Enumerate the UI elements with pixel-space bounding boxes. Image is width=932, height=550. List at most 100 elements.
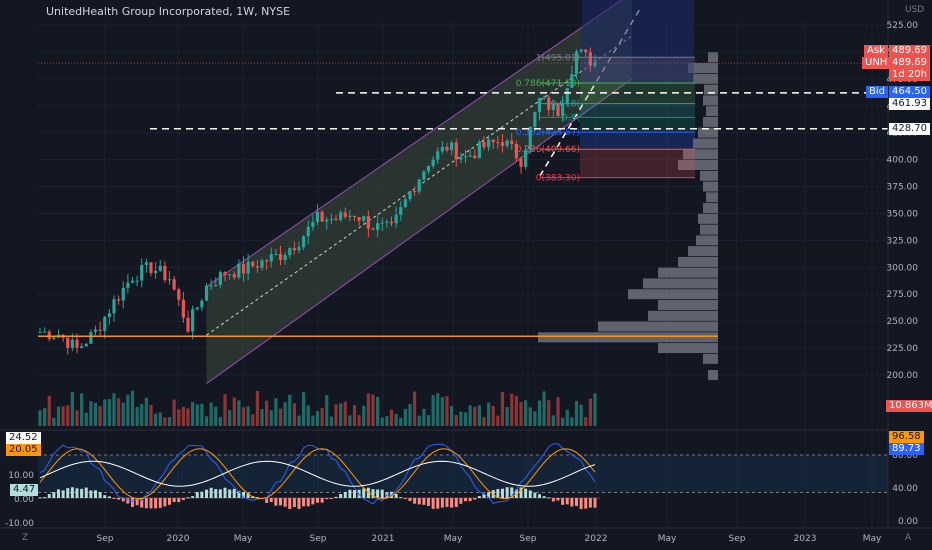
candle-body <box>228 274 232 276</box>
candle-body <box>149 262 153 274</box>
fib-label: 0.236(409.66) <box>516 145 580 155</box>
candle-body <box>163 265 167 281</box>
hist-bar <box>533 492 537 498</box>
volume-bar <box>403 408 407 426</box>
volume-bar <box>445 396 449 426</box>
hist-bar <box>575 498 578 507</box>
candle-body <box>126 282 130 288</box>
fib-label: 0(383.30) <box>536 174 580 184</box>
candle-body <box>311 222 315 227</box>
profile-bar <box>698 127 718 138</box>
volume-bar <box>302 392 306 426</box>
hist-bar <box>551 498 555 502</box>
volume-bars <box>38 390 597 426</box>
hist-bar <box>154 498 158 509</box>
candle-body <box>241 263 246 274</box>
profile-bar <box>658 300 718 310</box>
volume-bar <box>218 417 222 426</box>
candle-body <box>403 199 407 208</box>
candle-body <box>320 211 324 222</box>
candle-body <box>574 51 579 74</box>
volume-bar <box>510 393 514 426</box>
bar-countdown: 1d 20h <box>889 69 930 81</box>
volume-bar <box>463 412 468 426</box>
profile-bar <box>693 138 718 149</box>
hist-bar <box>593 498 597 508</box>
horizontal-levels <box>38 62 888 337</box>
volume-bar <box>255 390 259 426</box>
hist-bar <box>380 489 384 498</box>
candle-body <box>117 299 121 301</box>
candle-body <box>84 343 88 347</box>
time-tick: May <box>234 534 253 544</box>
volume-bar <box>593 393 597 426</box>
candle-body <box>366 216 370 229</box>
volume-bar <box>561 417 565 426</box>
candle-body <box>75 339 79 348</box>
candle-body <box>47 331 51 339</box>
candle-body <box>533 112 537 127</box>
bid-tag: Bid <box>866 86 888 98</box>
hist-bar <box>524 488 528 498</box>
candle-body <box>348 215 352 217</box>
osc-tick: 80.00 <box>892 451 918 461</box>
hist-bar <box>482 493 486 498</box>
candle-body <box>52 337 56 339</box>
price-tick: 300.00 <box>887 263 919 273</box>
volume-bar <box>505 407 509 426</box>
profile-bar <box>658 267 718 278</box>
price-tick: 325.00 <box>887 236 919 246</box>
candle-body <box>510 140 514 144</box>
hist-bar <box>473 498 477 500</box>
volume-bar <box>533 411 537 426</box>
volume-bar <box>537 400 542 426</box>
volume-bar <box>260 409 264 426</box>
profile-bar <box>708 370 718 380</box>
candle-body <box>38 332 42 334</box>
candle-body <box>482 141 486 148</box>
ask-price: 489.69 <box>889 45 930 57</box>
hist-bar <box>311 498 315 505</box>
price-tick: 275.00 <box>887 290 919 300</box>
hist-bar <box>218 489 222 498</box>
candle-body <box>302 236 306 248</box>
hist-bar <box>417 498 421 505</box>
corner-right[interactable]: A <box>905 533 912 543</box>
candle-body <box>223 272 227 275</box>
volume-bar <box>454 415 458 426</box>
hist-bar <box>237 491 241 498</box>
volume-bar <box>334 404 338 426</box>
osc-left-tag-2: 20.05 <box>6 444 41 456</box>
volume-bar <box>186 408 190 426</box>
candle-body <box>260 260 264 268</box>
volume-bar <box>98 406 102 426</box>
volume-bar <box>158 412 162 426</box>
candle-body <box>204 285 209 301</box>
volume-profile <box>538 52 718 380</box>
fib-label: 0.618( <box>551 100 580 110</box>
profile-bar <box>703 95 718 106</box>
candle-body <box>565 87 569 104</box>
corner-left[interactable]: Z <box>22 533 29 543</box>
candle-body <box>200 300 204 308</box>
fib-zone <box>580 132 695 150</box>
hist-bar <box>57 489 60 498</box>
volume-bar <box>413 391 417 426</box>
candle-body <box>329 218 333 220</box>
fib-retracement: 1(495.01) 0.786(471.10) 0.618(0.5(0.382(42… <box>516 53 695 184</box>
volume-bar <box>80 393 84 426</box>
candle-body <box>246 261 250 274</box>
hist-bar <box>52 492 56 498</box>
volume-bar <box>547 400 551 426</box>
volume-bar <box>246 406 250 426</box>
candle-body <box>426 166 431 172</box>
profile-bar <box>658 343 718 354</box>
hist-bar <box>538 494 541 498</box>
candle-body <box>537 97 542 113</box>
candle-body <box>551 103 555 110</box>
volume-bar <box>417 415 421 426</box>
time-tick: Sep <box>97 534 114 544</box>
hist-bar <box>329 498 333 499</box>
hist-bar <box>117 498 121 500</box>
